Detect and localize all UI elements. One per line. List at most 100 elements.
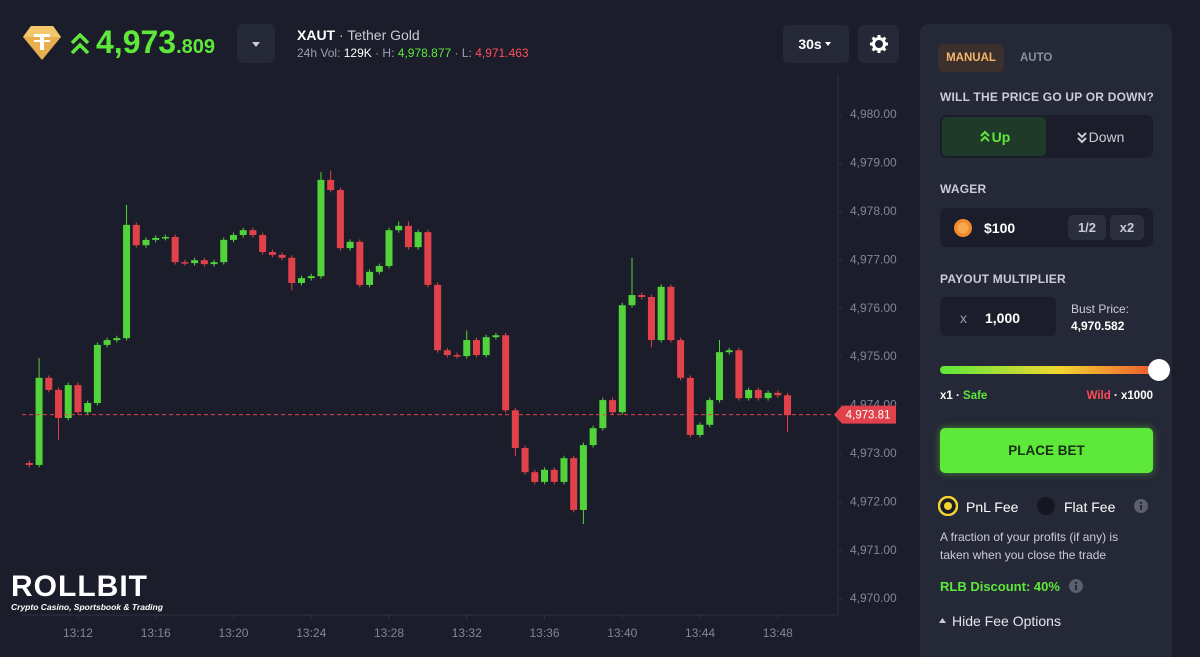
candle-body bbox=[35, 377, 43, 465]
pnl-fee[interactable]: PnL Fee bbox=[966, 499, 1019, 515]
down-text: Down bbox=[1088, 128, 1125, 145]
candle-body bbox=[210, 262, 218, 265]
place-bet-button[interactable]: PLACE BET bbox=[940, 428, 1153, 473]
interval-select[interactable]: 30s bbox=[783, 25, 849, 63]
up-chevrons bbox=[70, 33, 90, 55]
high-label: · H: bbox=[375, 46, 395, 60]
half-button[interactable]: 1/2 bbox=[1068, 215, 1106, 240]
flat-fee[interactable]: Flat Fee bbox=[1064, 499, 1116, 515]
gear-icon bbox=[869, 35, 888, 53]
candle-body bbox=[161, 236, 169, 239]
candle-body bbox=[93, 344, 101, 403]
hide-fee-options[interactable]: Hide Fee Options bbox=[952, 613, 1061, 629]
info-icon[interactable] bbox=[1069, 579, 1083, 593]
up-icon bbox=[979, 130, 990, 142]
candle-body bbox=[346, 241, 354, 249]
up-button[interactable]: Up bbox=[942, 117, 1046, 156]
chart: 4,970.004,971.004,972.004,973.004,974.00… bbox=[22, 75, 897, 640]
tab-manual[interactable]: MANUAL bbox=[938, 44, 1004, 72]
candle-body bbox=[424, 232, 432, 285]
pnl-radio[interactable] bbox=[938, 496, 958, 516]
x-tick-label: 13:12 bbox=[63, 626, 93, 640]
x-tick-label: 13:28 bbox=[374, 626, 404, 640]
logo-name: ROLLBIT bbox=[11, 570, 148, 603]
candle-body bbox=[171, 236, 179, 263]
candle-body bbox=[74, 385, 82, 413]
y-tick-label: 4,971.00 bbox=[850, 543, 897, 557]
tab-auto[interactable]: AUTO bbox=[1020, 52, 1053, 64]
candle-body bbox=[472, 340, 480, 356]
candle-body bbox=[434, 284, 442, 351]
candle-body bbox=[657, 286, 665, 341]
candle-body bbox=[541, 469, 549, 482]
candle-body bbox=[152, 237, 160, 240]
candle-body bbox=[191, 260, 199, 264]
price-tag-label: 4,973.81 bbox=[846, 410, 891, 422]
multiplier-prefix: x bbox=[960, 310, 967, 326]
up-text: Up bbox=[991, 128, 1011, 145]
info-icon[interactable] bbox=[1134, 499, 1148, 513]
max-label: Wild · x1000 bbox=[1087, 390, 1153, 402]
multiplier-input[interactable] bbox=[940, 297, 1056, 336]
y-tick-label: 4,979.00 bbox=[850, 156, 897, 170]
candle-body bbox=[560, 458, 568, 482]
multiplier-slider[interactable] bbox=[940, 366, 1158, 374]
candle-body bbox=[317, 179, 325, 277]
vol: 129K bbox=[343, 46, 372, 60]
candle-body bbox=[579, 445, 587, 510]
x-tick-label: 13:48 bbox=[763, 626, 793, 640]
candle-body bbox=[25, 463, 33, 465]
y-tick-label: 4,972.00 bbox=[850, 494, 897, 508]
candle-body bbox=[220, 239, 228, 263]
settings-button[interactable] bbox=[858, 25, 899, 63]
bust-price: 4,970.582 bbox=[1071, 319, 1125, 333]
candle-body bbox=[181, 262, 189, 264]
stats-line: 24h Vol: 129K · H: 4,978.877 · L: 4,971.… bbox=[297, 46, 529, 60]
candle-body bbox=[628, 295, 636, 306]
candle-body bbox=[336, 190, 344, 249]
max-mult: · x1000 bbox=[1113, 390, 1153, 402]
candle-body bbox=[492, 335, 500, 338]
low: 4,971.463 bbox=[475, 46, 529, 60]
candle-body bbox=[764, 392, 772, 399]
min-mult: x1 · bbox=[940, 390, 960, 402]
caret bbox=[824, 42, 831, 46]
candle-body bbox=[298, 278, 306, 283]
flat-radio[interactable] bbox=[1036, 496, 1056, 516]
candle-body bbox=[366, 271, 374, 285]
candle-body bbox=[550, 469, 558, 482]
candle-body bbox=[64, 385, 72, 419]
candle-body bbox=[667, 286, 675, 341]
candle-body bbox=[725, 350, 733, 353]
candle-body bbox=[599, 400, 607, 429]
candle-body bbox=[268, 251, 276, 255]
double-button[interactable]: x2 bbox=[1110, 215, 1144, 240]
candle-body bbox=[482, 337, 490, 356]
x-tick-label: 13:44 bbox=[685, 626, 715, 640]
y-tick-label: 4,973.00 bbox=[850, 446, 897, 460]
candle-body bbox=[395, 225, 403, 231]
high: 4,978.877 bbox=[397, 46, 452, 60]
candle-body bbox=[618, 305, 626, 413]
candle-body bbox=[239, 230, 247, 236]
low-label: · L: bbox=[454, 46, 472, 60]
candle-body bbox=[502, 335, 510, 411]
bust-label: Bust Price: bbox=[1071, 302, 1130, 316]
candle-body bbox=[404, 225, 412, 248]
x-tick-label: 13:36 bbox=[530, 626, 560, 640]
down-button[interactable]: Down bbox=[1048, 117, 1151, 156]
x-tick-label: 13:40 bbox=[607, 626, 637, 640]
candle-body bbox=[259, 235, 267, 252]
logo-tagline: Crypto Casino, Sportsbook & Trading bbox=[11, 602, 163, 612]
candle-body bbox=[414, 232, 422, 248]
candle-body bbox=[784, 395, 792, 416]
candle-body bbox=[531, 472, 539, 482]
candle-body bbox=[511, 410, 519, 449]
interval: 30s bbox=[798, 36, 822, 52]
y-tick-label: 4,980.00 bbox=[850, 107, 897, 121]
symbol-dropdown[interactable] bbox=[237, 24, 275, 63]
slider-knob[interactable] bbox=[1148, 359, 1170, 381]
candle-body bbox=[696, 424, 704, 435]
candle-body bbox=[229, 235, 237, 240]
